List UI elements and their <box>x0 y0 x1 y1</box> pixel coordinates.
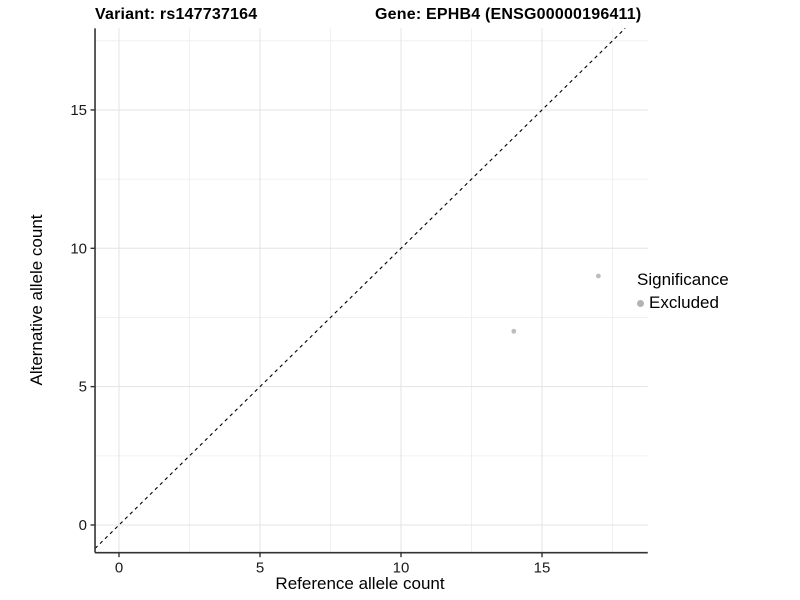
y-tick-label: 0 <box>79 517 87 534</box>
data-point <box>596 273 601 279</box>
y-tick-label: 10 <box>70 240 87 257</box>
variant-title: Variant: rs147737164 <box>95 6 258 23</box>
point-icon <box>637 299 644 307</box>
y-axis-label: Alternative allele count <box>27 214 46 386</box>
y-tick-label: 5 <box>79 379 87 396</box>
legend: Significance Excluded <box>637 270 729 313</box>
x-tick-label: 15 <box>534 560 551 577</box>
identity-reference-line <box>94 27 626 549</box>
x-tick-label: 5 <box>256 560 264 577</box>
legend-item-label: Excluded <box>649 293 719 312</box>
legend-title: Significance <box>637 270 729 289</box>
legend-item-excluded: Excluded <box>637 293 729 313</box>
x-tick-label: 10 <box>393 560 410 577</box>
gene-title: Gene: EPHB4 (ENSG00000196411) <box>375 6 642 23</box>
y-tick-label: 15 <box>70 102 87 119</box>
data-point <box>511 328 517 334</box>
x-axis-label: Reference allele count <box>275 574 445 593</box>
x-tick-label: 0 <box>115 560 123 577</box>
